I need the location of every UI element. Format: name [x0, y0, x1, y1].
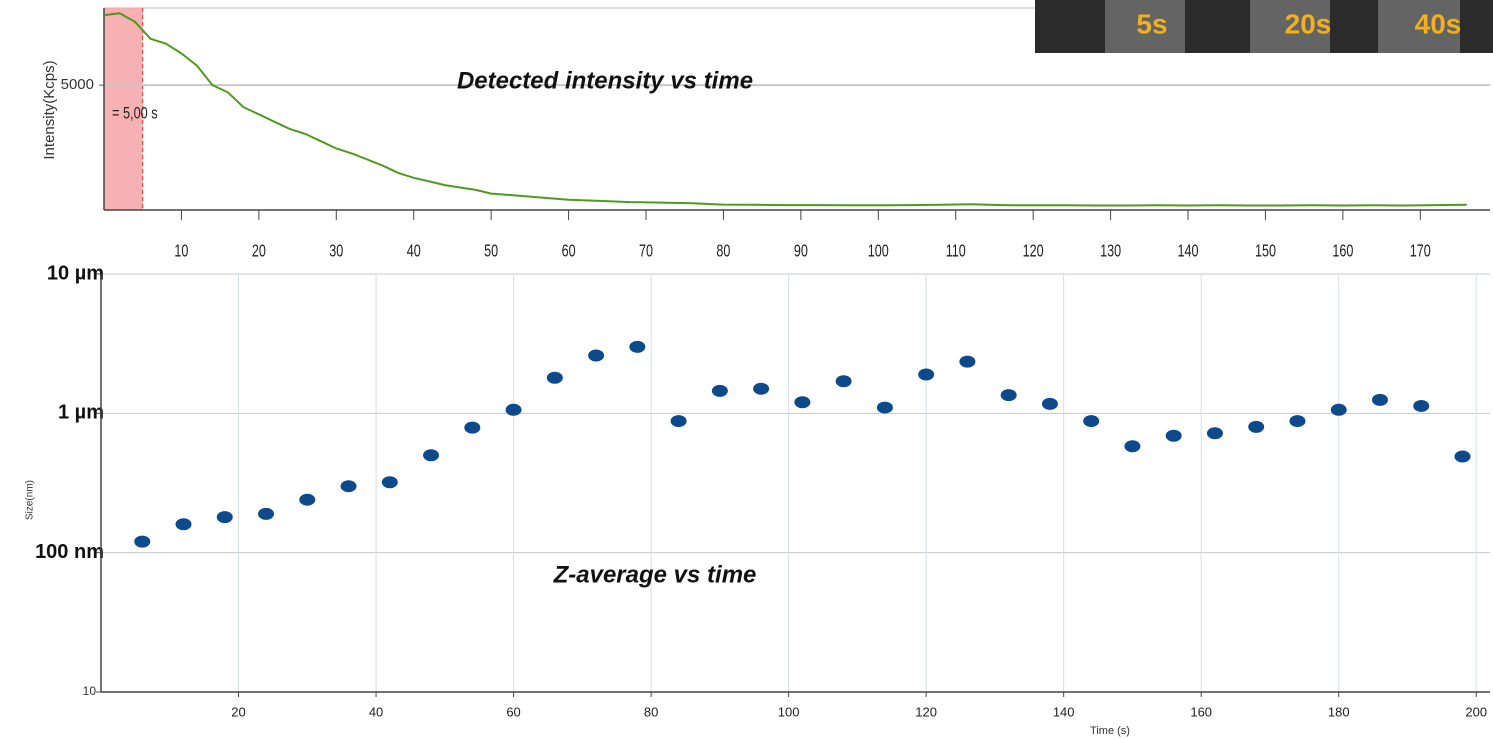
data-point [546, 371, 563, 384]
annotation: Z-average vs time [553, 561, 757, 588]
annotation: Detected intensity vs time [457, 67, 753, 94]
x-tick-label: 10 [174, 242, 188, 262]
data-point [1371, 393, 1388, 406]
inset-label: 40s [1415, 8, 1462, 39]
x-tick-label: 160 [1332, 242, 1353, 262]
data-point [423, 449, 440, 462]
x-tick-label: 90 [794, 242, 808, 262]
data-point [1124, 440, 1141, 453]
x-tick-label: 20 [252, 242, 266, 262]
x-tick-label: 50 [484, 242, 498, 262]
data-point [340, 480, 357, 493]
intensity-line [103, 12, 1467, 207]
vial [1378, 0, 1460, 53]
x-tick-label: 40 [369, 704, 383, 719]
x-tick-label: 40 [407, 242, 421, 262]
vial [1105, 0, 1185, 53]
x-tick-label: 140 [1053, 704, 1075, 719]
y-axis-label: Size(nm) [25, 480, 36, 520]
data-point [1206, 427, 1223, 440]
x-tick-label: 120 [915, 704, 937, 719]
x-tick-label: 70 [639, 242, 653, 262]
data-point [1000, 389, 1017, 402]
y-tick-label: 5000 [61, 76, 94, 93]
y-tick-label: 1 µm [58, 402, 104, 424]
x-tick-label: 80 [716, 242, 730, 262]
x-tick-label: 200 [1465, 704, 1487, 719]
data-point [1454, 450, 1471, 463]
shaded-region [104, 8, 143, 210]
data-point [918, 368, 935, 381]
x-tick-label: 100 [778, 704, 800, 719]
data-point [794, 396, 811, 409]
data-point [1413, 399, 1430, 412]
y-tick-label: 10 µm [47, 262, 104, 284]
data-point [505, 403, 522, 416]
data-point [835, 375, 852, 388]
data-point [1083, 415, 1100, 428]
x-tick-label: 180 [1328, 704, 1350, 719]
x-tick-label: 100 [868, 242, 889, 262]
data-point [258, 507, 275, 520]
x-tick-label: 140 [1178, 242, 1199, 262]
data-point [711, 384, 728, 397]
data-point [381, 476, 398, 489]
inset-label: 5s [1136, 8, 1167, 39]
vial [1250, 0, 1330, 53]
x-tick-label: 80 [644, 704, 658, 719]
y-tick-label: 10 [83, 684, 97, 698]
x-tick-label: 110 [946, 242, 966, 262]
region-label: = 5,00 s [112, 104, 158, 123]
data-point [588, 349, 605, 362]
data-point [1289, 415, 1306, 428]
x-tick-label: 160 [1190, 704, 1212, 719]
x-tick-label: 60 [562, 242, 576, 262]
data-point [1041, 397, 1058, 410]
data-point [299, 493, 316, 506]
x-tick-label: 30 [329, 242, 343, 262]
data-point [464, 421, 481, 434]
y-tick-label: 100 nm [35, 541, 104, 563]
data-point [876, 401, 893, 414]
data-point [134, 535, 151, 548]
inset-label: 20s [1285, 8, 1332, 39]
data-point [959, 355, 976, 368]
x-axis-label: Time (s) [1090, 725, 1130, 737]
data-point [216, 511, 233, 524]
data-point [670, 415, 687, 428]
data-point [1248, 420, 1265, 433]
x-tick-label: 170 [1410, 242, 1431, 262]
data-point [629, 340, 646, 353]
x-tick-label: 130 [1100, 242, 1121, 262]
data-point [175, 518, 192, 531]
data-point [1165, 429, 1182, 442]
y-axis-label: Intensity(Kcps) [41, 60, 58, 159]
x-tick-label: 150 [1255, 242, 1276, 262]
data-point [753, 382, 770, 395]
x-tick-label: 120 [1023, 242, 1044, 262]
x-tick-label: 60 [506, 704, 520, 719]
x-tick-label: 20 [231, 704, 245, 719]
data-point [1330, 403, 1347, 416]
